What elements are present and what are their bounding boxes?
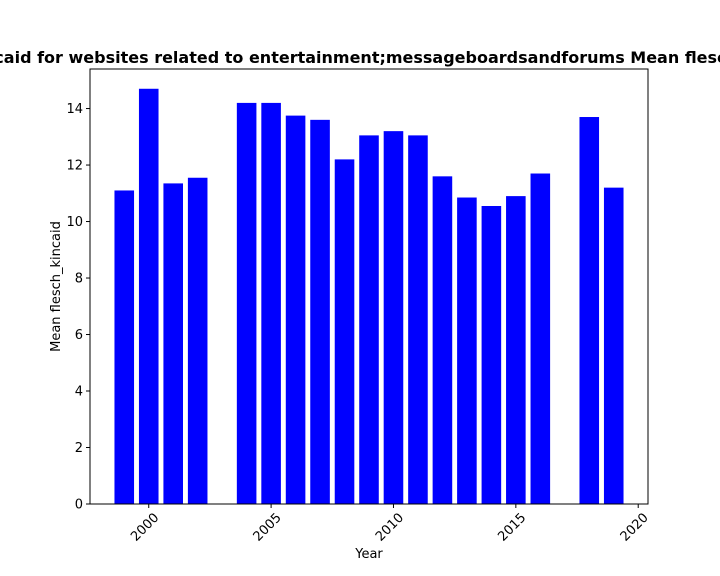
y-axis-label: Mean flesch_kincaid xyxy=(49,221,64,352)
bar-2002 xyxy=(187,177,208,504)
bar-2019 xyxy=(603,187,624,504)
bar-1999 xyxy=(114,190,135,504)
y-axis: 0 2 4 6 8 10 12 14 xyxy=(66,102,90,513)
y-tick-label: 6 xyxy=(75,328,83,343)
y-tick-label: 12 xyxy=(66,159,83,174)
bar-2005 xyxy=(261,102,281,505)
x-tick-label: 2015 xyxy=(495,511,529,545)
y-tick-label: 0 xyxy=(75,498,83,513)
bar-2016 xyxy=(530,173,551,504)
plot-frame xyxy=(89,68,649,505)
bar-2012 xyxy=(432,176,453,504)
y-tick-label: 10 xyxy=(66,215,83,230)
bar-2014 xyxy=(481,206,502,504)
chart-title: Mean flesch_kincaid for websites related… xyxy=(0,48,720,67)
bar-2000 xyxy=(138,88,159,505)
x-axis-label: Year xyxy=(354,547,383,562)
bar-2018 xyxy=(579,117,600,505)
bar-2009 xyxy=(359,135,379,504)
y-tick-label: 2 xyxy=(75,441,83,456)
y-tick-label: 8 xyxy=(75,272,83,287)
bar-2010 xyxy=(383,131,404,504)
y-tick-label: 4 xyxy=(75,385,83,400)
bar-2006 xyxy=(285,115,306,505)
x-tick-label: 2010 xyxy=(373,511,407,545)
bar-2007 xyxy=(310,119,330,504)
bar-2011 xyxy=(408,135,428,504)
bar-2008 xyxy=(334,159,355,504)
bar-2004 xyxy=(236,102,257,505)
x-axis: 2000 2005 2010 2015 2020 xyxy=(128,504,652,545)
x-tick-label: 2005 xyxy=(251,511,285,545)
bar-2015 xyxy=(506,196,526,505)
x-tick-label: 2020 xyxy=(618,511,652,545)
bar-2001 xyxy=(163,183,183,504)
bars-layer xyxy=(114,88,624,505)
bar-2013 xyxy=(457,197,477,504)
y-tick-label: 14 xyxy=(66,102,83,117)
x-tick-label: 2000 xyxy=(128,511,162,545)
